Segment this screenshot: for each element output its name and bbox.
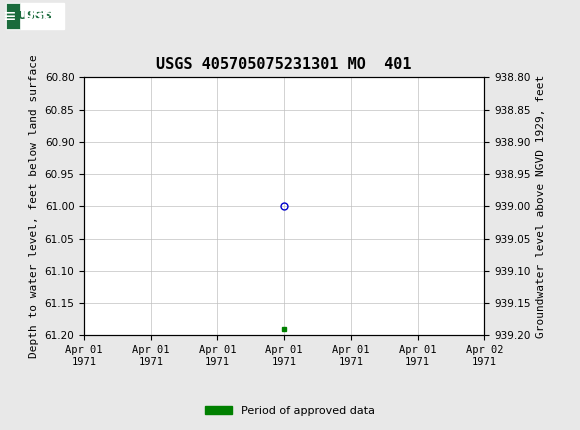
Text: USGS: USGS	[23, 9, 66, 23]
Text: ≡: ≡	[3, 6, 14, 26]
Text: USGS: USGS	[18, 11, 52, 21]
Legend: Period of approved data: Period of approved data	[200, 401, 380, 420]
Y-axis label: Groundwater level above NGVD 1929, feet: Groundwater level above NGVD 1929, feet	[536, 75, 546, 338]
FancyBboxPatch shape	[6, 3, 64, 29]
FancyBboxPatch shape	[6, 3, 20, 29]
Title: USGS 405705075231301 MO  401: USGS 405705075231301 MO 401	[157, 57, 412, 72]
Y-axis label: Depth to water level, feet below land surface: Depth to water level, feet below land su…	[29, 55, 39, 358]
